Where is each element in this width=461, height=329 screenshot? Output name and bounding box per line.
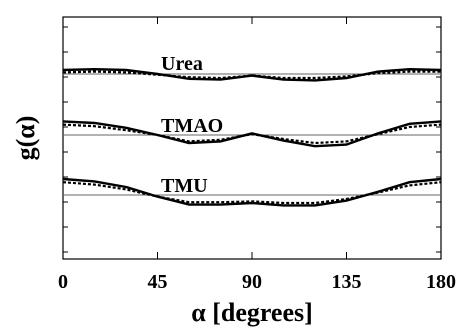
series-label-urea: Urea	[161, 53, 203, 75]
series-label-tmao: TMAO	[161, 115, 223, 137]
x-tick-label-1: 45	[148, 271, 168, 293]
series-urea-solid-line	[62, 67, 442, 82]
series-labels: Urea TMAO TMU	[161, 53, 223, 197]
series-tmu-dashed-line	[62, 181, 442, 205]
x-tick-labels: 0 45 90 135 180	[58, 271, 456, 293]
series-urea-dashed-line	[62, 70, 441, 80]
series-tmao-dashed-line	[62, 123, 442, 145]
x-tick-label-2: 90	[242, 271, 262, 293]
y-axis-label: g(α)	[11, 116, 40, 161]
x-tick-label-0: 0	[58, 271, 68, 293]
x-tick-label-3: 135	[332, 271, 362, 293]
series-label-tmu: TMU	[161, 175, 208, 197]
curves	[62, 67, 442, 207]
x-axis-label: α [degrees]	[191, 298, 313, 327]
plot-frame	[62, 16, 442, 260]
x-tick-label-4: 180	[426, 271, 456, 293]
tick-marks	[62, 17, 442, 259]
